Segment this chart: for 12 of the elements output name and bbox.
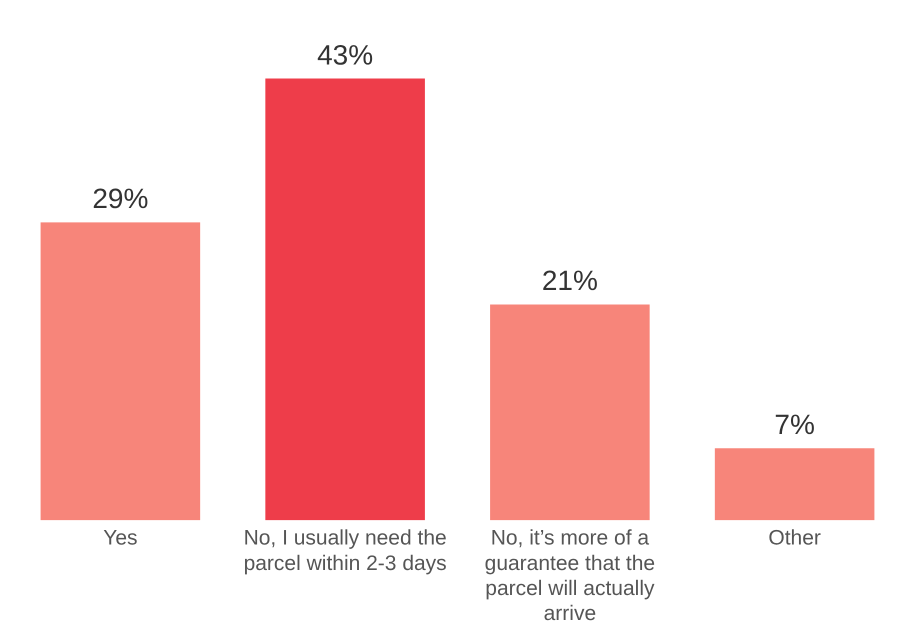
- data-label: 43%: [317, 39, 374, 70]
- data-label: 21%: [542, 265, 598, 296]
- data-label: 29%: [92, 183, 148, 214]
- bar: [40, 222, 200, 520]
- x-tick-label: No, it’s more of a guarantee that the parcel will actually arrive: [484, 526, 656, 626]
- x-tick-label: Other: [768, 526, 821, 550]
- x-tick-label: No, I usually need the parcel within 2-3 days: [244, 526, 447, 575]
- x-tick-label: Yes: [103, 526, 138, 550]
- data-label: 7%: [774, 409, 815, 440]
- bar: [265, 78, 425, 520]
- bar: [490, 304, 650, 520]
- bar: [714, 448, 874, 520]
